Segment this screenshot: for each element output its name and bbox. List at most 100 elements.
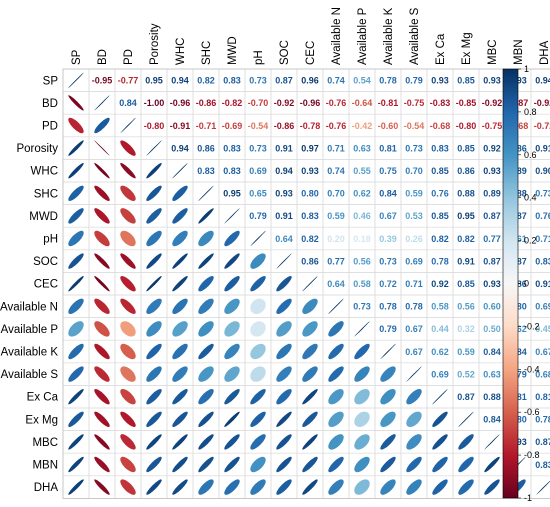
correlation-value: -0.92	[274, 98, 295, 108]
correlation-value: 0.73	[249, 76, 267, 86]
row-label: MWD	[29, 211, 58, 223]
correlation-value: 0.93	[483, 279, 501, 289]
correlation-value: 0.85	[457, 143, 475, 153]
row-label: Available P	[1, 324, 59, 336]
correlation-value: 0.94	[171, 76, 189, 86]
correlation-value: -0.72	[534, 121, 550, 131]
correlation-value: -0.76	[326, 98, 347, 108]
correlation-ellipse	[120, 163, 136, 179]
correlation-value: 0.81	[379, 143, 397, 153]
correlation-ellipse	[250, 366, 266, 382]
correlation-value: 0.69	[249, 166, 267, 176]
correlation-value: 0.93	[483, 76, 501, 86]
correlation-ellipse	[302, 411, 318, 427]
correlation-ellipse	[276, 389, 292, 405]
correlation-value: 0.44	[431, 324, 449, 334]
correlation-value: 0.67	[405, 324, 423, 334]
colorbar	[502, 68, 519, 499]
correlation-value: 0.93	[431, 76, 449, 86]
correlation-ellipse	[380, 343, 396, 360]
correlation-value: 0.84	[483, 347, 501, 357]
correlation-value: 0.90	[535, 166, 550, 176]
correlation-ellipse	[458, 479, 474, 495]
correlation-ellipse	[484, 479, 500, 495]
correlation-ellipse	[68, 298, 84, 314]
correlation-value: 0.84	[379, 189, 397, 199]
correlation-value: 0.86	[457, 166, 475, 176]
correlation-value: 0.45	[535, 324, 550, 334]
column-label: PD	[123, 49, 135, 65]
correlation-ellipse	[328, 343, 344, 360]
correlation-ellipse	[172, 276, 188, 292]
correlation-ellipse	[354, 411, 370, 427]
column-label: WHC	[175, 38, 187, 65]
correlation-ellipse	[432, 456, 448, 473]
correlation-ellipse	[328, 479, 344, 495]
correlation-ellipse	[302, 479, 318, 495]
correlation-ellipse	[172, 208, 188, 224]
row-label: pH	[43, 234, 58, 246]
correlation-value: -0.86	[196, 98, 217, 108]
correlation-value: 0.93	[483, 166, 501, 176]
correlation-ellipse	[198, 389, 214, 405]
matrix-border	[62, 68, 550, 499]
correlation-value: -0.83	[430, 98, 451, 108]
correlation-value: -0.54	[404, 121, 425, 131]
correlation-value: 0.82	[431, 234, 449, 244]
row-label: PD	[42, 121, 58, 133]
correlation-ellipse	[146, 185, 162, 201]
correlation-ellipse	[146, 230, 162, 247]
correlation-ellipse	[198, 479, 214, 495]
colorbar-tick-label: -0.2	[524, 321, 540, 331]
correlation-value: 0.82	[457, 234, 475, 244]
correlation-ellipse	[68, 95, 84, 111]
correlation-value: 0.78	[405, 302, 423, 312]
correlation-value: -0.81	[378, 98, 399, 108]
correlation-ellipse	[276, 434, 292, 450]
correlation-value: 0.69	[431, 369, 449, 379]
correlation-ellipse	[302, 321, 318, 337]
correlation-value: -0.64	[352, 98, 373, 108]
correlation-value: 0.73	[353, 302, 371, 312]
correlation-value: 0.60	[483, 302, 501, 312]
correlation-ellipse	[94, 366, 110, 382]
correlation-value: 0.83	[223, 143, 241, 153]
correlation-value: -0.42	[352, 121, 373, 131]
correlation-ellipse	[68, 276, 84, 292]
correlation-value: -0.91	[170, 121, 191, 131]
colorbar-tick-label: 1	[524, 64, 529, 74]
correlation-ellipse	[536, 479, 550, 495]
correlation-ellipse	[198, 456, 214, 473]
correlation-value: 0.84	[119, 98, 137, 108]
correlation-ellipse	[94, 343, 110, 360]
correlation-ellipse	[250, 343, 266, 360]
correlation-value: 0.80	[301, 189, 319, 199]
correlation-value: 0.95	[223, 189, 241, 199]
correlation-ellipse	[276, 366, 292, 382]
correlation-value: 0.32	[457, 324, 475, 334]
column-label: pH	[253, 50, 265, 65]
correlation-ellipse	[302, 298, 318, 314]
correlation-value: 0.93	[275, 189, 293, 199]
correlation-value: -1.00	[144, 98, 165, 108]
correlation-value: -0.92	[482, 98, 503, 108]
correlation-ellipse	[276, 276, 292, 292]
correlation-ellipse	[328, 411, 344, 427]
correlation-ellipse	[172, 479, 188, 495]
correlation-ellipse	[146, 343, 162, 360]
column-label: Available N	[331, 7, 343, 65]
correlation-ellipse	[120, 276, 136, 292]
correlation-ellipse	[328, 298, 344, 314]
row-label: Ex Mg	[25, 414, 58, 426]
correlation-value: 0.94	[275, 166, 293, 176]
correlation-ellipse	[276, 343, 292, 360]
colorbar-tick-label: 0.6	[524, 150, 537, 160]
column-label: MBN	[513, 39, 525, 65]
correlation-value: -0.54	[248, 121, 269, 131]
correlation-ellipse	[120, 389, 136, 405]
correlation-ellipse	[302, 343, 318, 360]
correlation-value: 0.83	[431, 143, 449, 153]
row-label: Ex Ca	[27, 392, 59, 404]
column-label: SP	[71, 49, 83, 65]
row-label: Available S	[1, 369, 59, 381]
